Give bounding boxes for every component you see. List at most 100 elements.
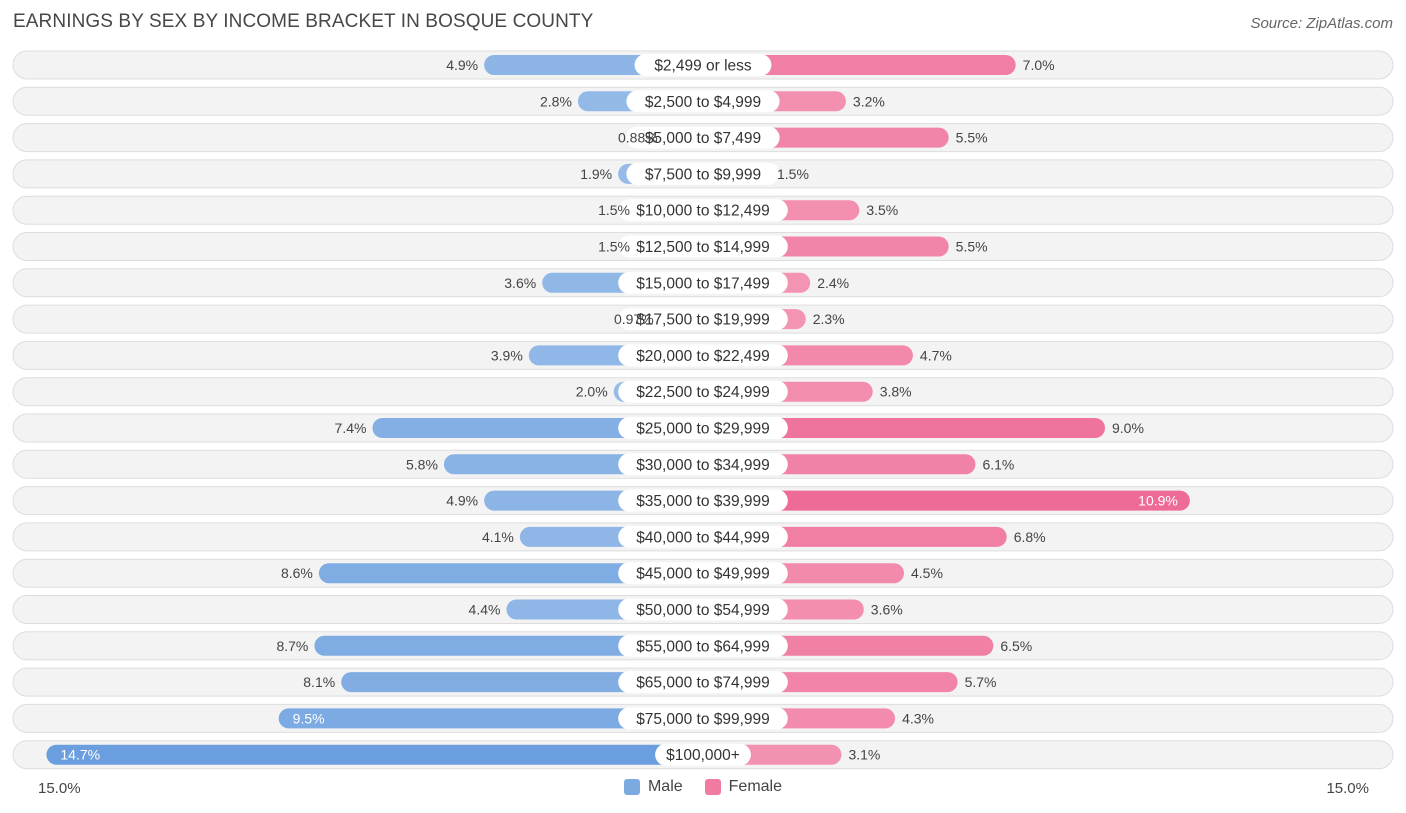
category-label: $45,000 to $49,999	[636, 566, 770, 583]
female-value-label: 2.4%	[817, 275, 849, 291]
category-pill	[618, 344, 788, 367]
category-pill	[618, 199, 788, 222]
female-value-label: 9.0%	[1112, 420, 1144, 436]
category-pill	[618, 634, 788, 657]
male-value-label: 4.4%	[469, 602, 501, 618]
category-label: $30,000 to $34,999	[636, 457, 770, 474]
category-label: $50,000 to $54,999	[636, 602, 770, 619]
category-label: $15,000 to $17,499	[636, 275, 770, 292]
category-label: $22,500 to $24,999	[636, 384, 770, 401]
female-value-label: 4.5%	[911, 565, 943, 581]
chart-row: $22,500 to $24,999 2.0% 3.8%	[12, 377, 1394, 407]
chart-row: $20,000 to $22,499 3.9% 4.7%	[12, 340, 1394, 370]
male-value-label: 8.7%	[276, 638, 308, 654]
male-value-label: 3.9%	[491, 347, 523, 363]
female-value-label: 4.3%	[902, 710, 934, 726]
female-value-label: 3.6%	[871, 602, 903, 618]
male-value-label: 5.8%	[406, 456, 438, 472]
category-pill	[618, 271, 788, 294]
bar-male	[278, 708, 703, 729]
category-pill	[618, 380, 788, 403]
male-value-label: 0.97%	[614, 311, 654, 327]
female-value-label: 6.1%	[982, 456, 1014, 472]
male-value-label: 4.9%	[446, 57, 478, 73]
category-pill	[618, 562, 788, 585]
male-value-label: 0.88%	[618, 130, 658, 146]
bar-male	[341, 672, 703, 693]
bar-female	[703, 490, 1190, 511]
chart-row: $35,000 to $39,999 4.9% 10.9%	[12, 486, 1394, 516]
legend-swatch-male	[623, 779, 640, 795]
legend: Male Female	[0, 778, 1406, 796]
chart-row: $40,000 to $44,999 4.1% 6.8%	[12, 522, 1394, 552]
female-value-label: 7.0%	[1023, 57, 1055, 73]
category-pill	[618, 453, 788, 476]
male-value-label: 1.5%	[598, 202, 630, 218]
legend-item-female[interactable]: Female	[704, 778, 783, 796]
female-value-label: 5.5%	[956, 130, 988, 146]
category-label: $2,500 to $4,999	[645, 94, 761, 111]
female-value-label: 3.8%	[880, 384, 912, 400]
category-pill	[618, 671, 788, 694]
category-label: $20,000 to $22,499	[636, 348, 770, 365]
legend-label-female: Female	[728, 778, 783, 795]
chart-row: $10,000 to $12,499 1.5% 3.5%	[12, 195, 1394, 225]
chart-row: $30,000 to $34,999 5.8% 6.1%	[12, 449, 1394, 479]
female-value-label: 6.5%	[1000, 638, 1032, 654]
legend-item-male[interactable]: Male	[623, 778, 683, 796]
category-pill	[618, 525, 788, 548]
category-pill	[626, 126, 780, 149]
category-label: $75,000 to $99,999	[636, 711, 770, 728]
chart-row: $25,000 to $29,999 7.4% 9.0%	[12, 413, 1394, 443]
female-value-label: 3.1%	[848, 747, 880, 763]
male-value-label: 7.4%	[335, 420, 367, 436]
female-value-label: 3.2%	[853, 93, 885, 109]
category-pill	[618, 489, 788, 512]
female-value-label: 2.3%	[813, 311, 845, 327]
chart-row: $2,500 to $4,999 2.8% 3.2%	[12, 86, 1394, 116]
male-value-label: 1.9%	[580, 166, 612, 182]
category-pill	[626, 162, 780, 185]
category-pill	[618, 308, 788, 331]
category-label: $100,000+	[666, 747, 740, 764]
category-pill	[618, 417, 788, 439]
category-label: $10,000 to $12,499	[636, 203, 770, 220]
axis-right-label: 15.0%	[1326, 780, 1369, 797]
category-label: $7,500 to $9,999	[645, 166, 761, 183]
chart-row: $65,000 to $74,999 8.1% 5.7%	[12, 667, 1394, 697]
category-label: $12,500 to $14,999	[636, 239, 770, 256]
source-credit: Source: ZipAtlas.com	[1250, 15, 1393, 32]
axis-left-label: 15.0%	[38, 780, 81, 797]
legend-label-male: Male	[647, 778, 683, 795]
bar-female	[703, 55, 1016, 75]
category-pill	[655, 743, 751, 766]
male-value-label: 1.5%	[598, 239, 630, 255]
chart-row: $12,500 to $14,999 1.5% 5.5%	[12, 232, 1394, 261]
bar-female	[703, 418, 1105, 438]
female-value-label: 6.8%	[1014, 529, 1046, 545]
chart-row: $2,499 or less 4.9% 7.0%	[12, 50, 1394, 80]
male-value-label: 4.9%	[446, 493, 478, 509]
category-label: $25,000 to $29,999	[636, 421, 770, 438]
bar-male	[318, 563, 703, 584]
chart-row: $50,000 to $54,999 4.4% 3.6%	[12, 595, 1394, 624]
male-value-label: 9.5%	[293, 710, 325, 726]
female-value-label: 3.5%	[866, 202, 898, 218]
male-value-label: 3.6%	[504, 275, 536, 291]
chart-row: $75,000 to $99,999 9.5% 4.3%	[12, 703, 1394, 733]
chart-row: $100,000+ 14.7% 3.1%	[12, 740, 1394, 770]
category-label: $35,000 to $39,999	[636, 493, 770, 510]
female-value-label: 10.9%	[1138, 493, 1178, 509]
category-label: $2,499 or less	[654, 58, 752, 75]
male-value-label: 14.7%	[60, 747, 100, 763]
category-pill	[626, 90, 780, 113]
chart-row: $55,000 to $64,999 8.7% 6.5%	[12, 631, 1394, 661]
chart-row: $15,000 to $17,499 3.6% 2.4%	[12, 268, 1394, 298]
bar-male	[314, 635, 703, 656]
chart-row: $45,000 to $49,999 8.6% 4.5%	[12, 558, 1394, 588]
category-label: $55,000 to $64,999	[636, 638, 770, 655]
category-pill	[618, 235, 788, 258]
male-value-label: 2.0%	[576, 384, 608, 400]
